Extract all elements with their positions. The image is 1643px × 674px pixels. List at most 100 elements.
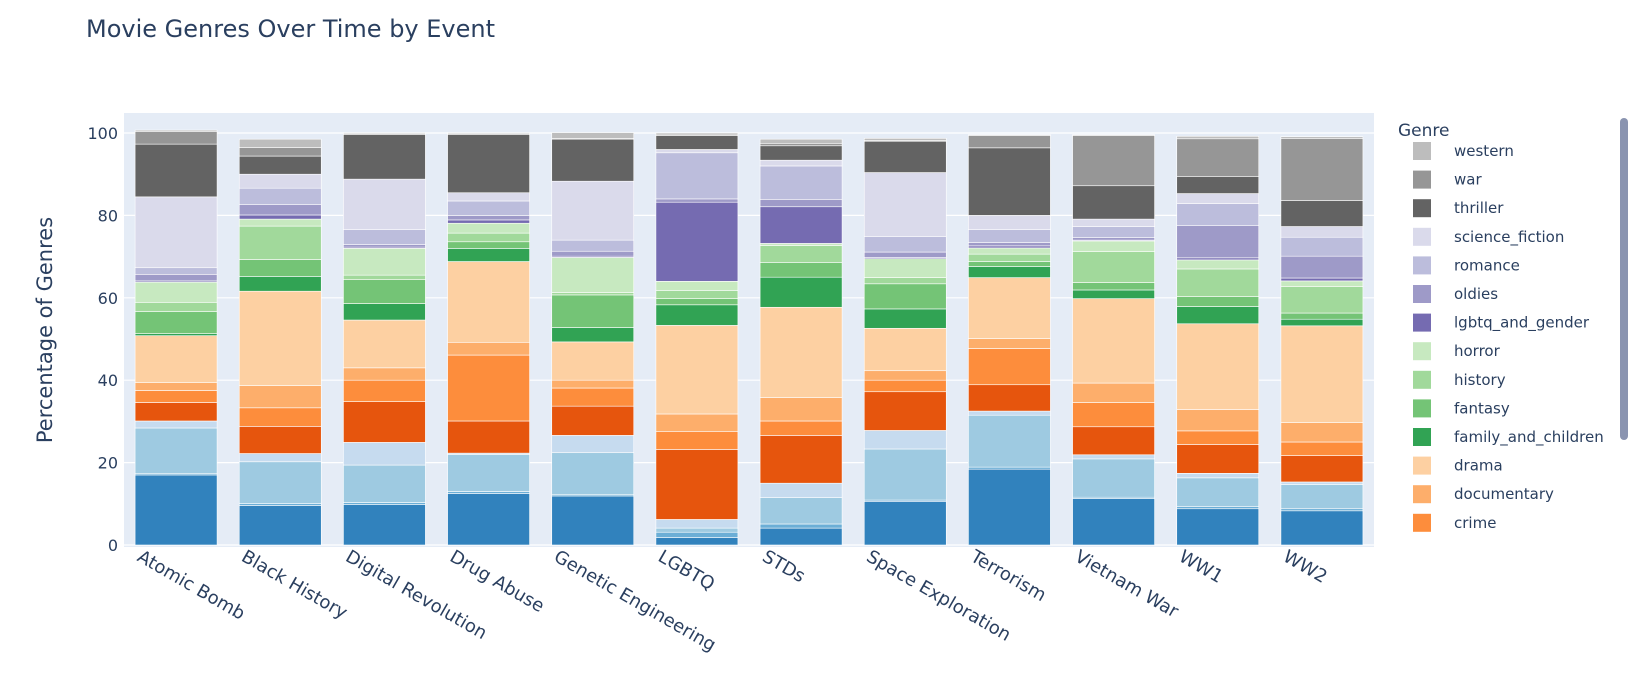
bar-segment-science_fiction-7[interactable] [863,172,947,237]
bar-segment-western-7[interactable] [863,138,947,141]
bar-segment-oldies-10[interactable] [1176,225,1260,259]
bar-segment-drama-10[interactable] [1176,323,1260,410]
bar-segment-oldies-9[interactable] [1072,237,1155,241]
bar-segment-fantasy-1[interactable] [238,259,322,277]
bar-segment-s03-11[interactable] [1280,484,1364,510]
bar-segment-horror-6[interactable] [759,243,843,246]
bar-segment-history-10[interactable] [1176,268,1260,297]
bar-segment-war-9[interactable] [1072,135,1155,187]
bar-segment-family_and_children-9[interactable] [1072,289,1155,299]
bar-segment-s02-8[interactable] [968,466,1051,470]
bar-segment-thriller-7[interactable] [863,140,947,173]
bar-segment-science_fiction-5[interactable] [655,149,739,154]
bar-segment-science_fiction-11[interactable] [1280,226,1364,238]
bar-segment-family_and_children-2[interactable] [343,303,426,321]
legend-item-lgbtq_and_gender[interactable]: lgbtq_and_gender [1413,313,1590,333]
bar-segment-history-3[interactable] [447,232,530,243]
bar-segment-s03-2[interactable] [343,464,426,503]
bar-segment-documentary-7[interactable] [863,370,947,381]
bar-segment-s05-8[interactable] [968,384,1051,412]
bar-segment-documentary-10[interactable] [1176,409,1260,432]
bar-segment-horror-7[interactable] [863,258,947,278]
bar-segment-romance-11[interactable] [1280,236,1364,257]
bar-segment-science_fiction-8[interactable] [968,215,1051,230]
legend-scrollbar[interactable] [1620,118,1628,440]
bar-segment-s06-6[interactable] [759,420,843,436]
bar-segment-horror-2[interactable] [343,248,426,276]
bar-segment-s03-1[interactable] [238,461,322,504]
bar-segment-thriller-10[interactable] [1176,176,1260,194]
bar-segment-horror-11[interactable] [1280,280,1364,287]
bar-segment-drama-5[interactable] [655,325,739,415]
bar-segment-documentary-5[interactable] [655,413,739,433]
bar-segment-history-8[interactable] [968,253,1051,262]
bar-segment-drama-6[interactable] [759,306,843,398]
bar-segment-s01-10[interactable] [1176,508,1260,546]
bar-segment-s06-0[interactable] [134,390,218,403]
bar-segment-romance-7[interactable] [863,236,947,253]
bar-segment-documentary-2[interactable] [343,367,426,381]
bar-segment-s04-0[interactable] [134,420,218,429]
bar-segment-western-0[interactable] [134,129,218,132]
bar-segment-lgbtq_and_gender-3[interactable] [447,219,530,224]
bar-segment-western-10[interactable] [1176,135,1260,140]
bar-segment-oldies-3[interactable] [447,215,530,221]
legend-item-science_fiction[interactable]: science_fiction [1413,227,1564,247]
bar-segment-s04-10[interactable] [1176,473,1260,479]
bar-segment-s06-7[interactable] [863,379,947,393]
bar-segment-horror-8[interactable] [968,247,1051,255]
legend-item-western[interactable]: western [1413,142,1514,160]
bar-segment-thriller-0[interactable] [134,143,218,198]
bar-segment-fantasy-7[interactable] [863,283,947,310]
bar-segment-documentary-9[interactable] [1072,382,1155,403]
bar-segment-family_and_children-10[interactable] [1176,306,1260,325]
bar-segment-romance-9[interactable] [1072,226,1155,238]
bar-segment-science_fiction-1[interactable] [238,173,322,189]
bar-segment-s04-8[interactable] [968,410,1051,416]
bar-segment-fantasy-11[interactable] [1280,312,1364,320]
bar-segment-science_fiction-10[interactable] [1176,193,1260,204]
bar-segment-drama-7[interactable] [863,327,947,372]
bar-segment-s03-8[interactable] [968,414,1051,468]
bar-segment-romance-0[interactable] [134,267,218,275]
bar-segment-romance-2[interactable] [343,229,426,245]
bar-segment-s03-3[interactable] [447,454,530,492]
bar-segment-drama-9[interactable] [1072,298,1155,384]
bar-segment-war-8[interactable] [968,135,1051,149]
bar-segment-oldies-6[interactable] [759,199,843,208]
bar-segment-s05-5[interactable] [655,449,739,520]
bar-segment-fantasy-8[interactable] [968,261,1051,267]
bar-segment-western-5[interactable] [655,132,739,135]
bar-segment-war-0[interactable] [134,131,218,145]
bar-segment-history-6[interactable] [759,245,843,263]
bar-segment-s06-9[interactable] [1072,402,1155,428]
bar-segment-fantasy-3[interactable] [447,241,530,249]
bar-segment-s03-0[interactable] [134,427,218,475]
bar-segment-western-1[interactable] [238,138,322,148]
bar-segment-romance-8[interactable] [968,229,1051,243]
bar-segment-family_and_children-0[interactable] [134,333,218,337]
bar-segment-family_and_children-11[interactable] [1280,318,1364,327]
bar-segment-oldies-4[interactable] [551,250,635,257]
legend-item-horror[interactable]: horror [1413,342,1501,361]
bar-segment-western-2[interactable] [343,132,426,134]
legend[interactable]: western war thriller science_fictionromance… [1413,142,1604,532]
bar-segment-s04-1[interactable] [238,453,322,463]
bar-segment-science_fiction-9[interactable] [1072,218,1155,227]
bar-segment-romance-6[interactable] [759,165,843,200]
bar-segment-war-6[interactable] [759,143,843,147]
bar-segment-s05-11[interactable] [1280,455,1364,483]
bar-segment-documentary-3[interactable] [447,341,530,356]
bar-segment-s02-6[interactable] [759,523,843,529]
bar-segment-s06-2[interactable] [343,379,426,402]
bar-segment-fantasy-5[interactable] [655,298,739,306]
bar-segment-family_and_children-1[interactable] [238,276,322,292]
legend-item-fantasy[interactable]: fantasy [1413,399,1510,418]
bar-segment-thriller-11[interactable] [1280,200,1364,227]
bar-segment-s01-6[interactable] [759,527,843,546]
bar-segment-romance-4[interactable] [551,239,635,252]
legend-item-romance[interactable]: romance [1413,256,1520,275]
legend-item-crime[interactable]: crime [1413,513,1496,532]
bar-segment-western-8[interactable] [968,134,1051,136]
bar-segment-s01-9[interactable] [1072,498,1155,546]
